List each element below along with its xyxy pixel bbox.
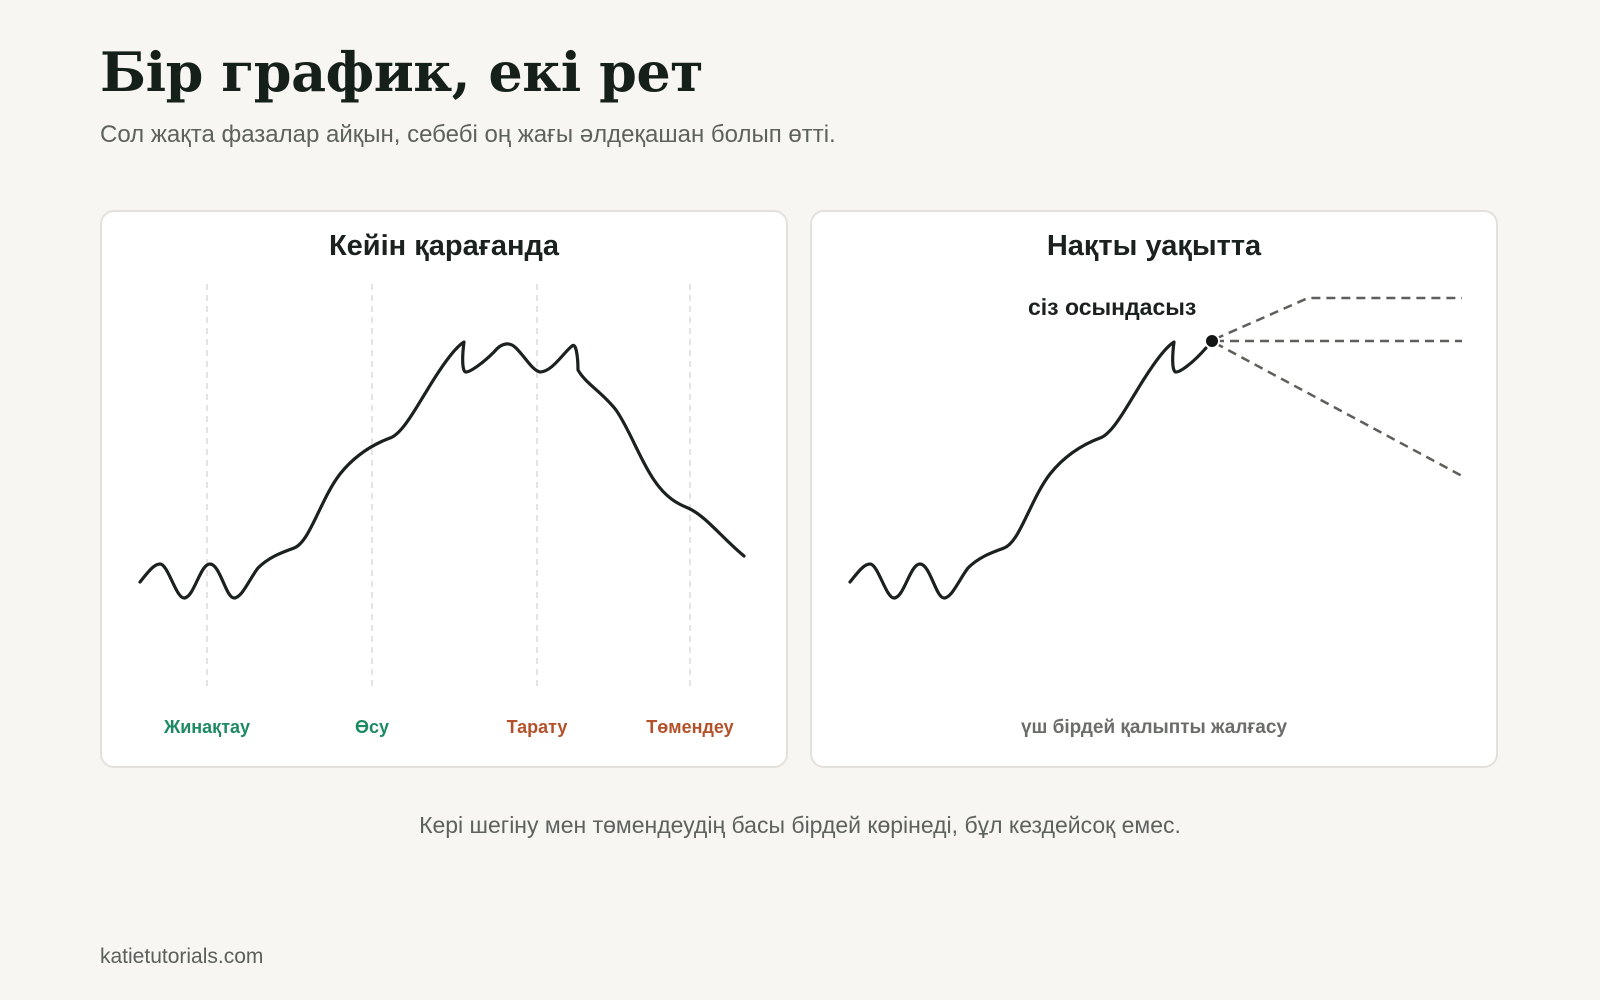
hindsight-panel: Кейін қарағанда Жинақтау Өсу Тарату Төме… — [100, 210, 788, 768]
projection-up — [1214, 296, 1462, 341]
current-position-marker — [1204, 333, 1220, 349]
hindsight-chart — [138, 284, 746, 687]
phase-label-markdown: Төмендеу — [646, 717, 734, 737]
full-price-line — [138, 340, 746, 600]
realtime-panel: Нақты уақытта сіз осындасыз үш бірдей қа… — [810, 210, 1498, 768]
phase-label-markup: Өсу — [354, 717, 390, 737]
projection-down — [1214, 341, 1463, 478]
phase-label-accumulation: Жинақтау — [163, 717, 251, 737]
hindsight-panel-title: Кейін қарағанда — [328, 230, 560, 262]
footer-site: katietutorials.com — [100, 945, 264, 968]
caption: Кері шегіну мен төмендеудің басы бірдей … — [419, 812, 1181, 838]
realtime-panel-title: Нақты уақытта — [1046, 230, 1262, 262]
outcomes-label: үш бірдей қалыпты жалғасу — [1020, 717, 1288, 738]
realtime-chart — [848, 296, 1463, 600]
phase-label-distribution: Тарату — [506, 717, 568, 737]
page-subtitle: Сол жақта фазалар айқын, себебі оң жағы … — [100, 121, 836, 148]
partial-price-line — [848, 340, 1208, 600]
you-are-here-label: сіз осындасыз — [1028, 294, 1197, 320]
page-title: Бір график, екі рет — [100, 40, 704, 104]
